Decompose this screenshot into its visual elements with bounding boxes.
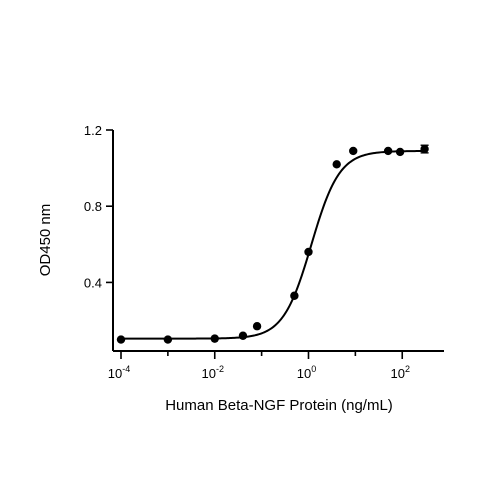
data-point [163, 335, 173, 344]
data-point [116, 335, 126, 344]
data-point [383, 146, 393, 156]
y-tick-label: 1.2 [84, 123, 102, 138]
x-tick-label: 10-4 [108, 364, 130, 381]
y-tick-label: 0.4 [84, 275, 102, 290]
fit-curve [121, 150, 425, 340]
data-point [252, 322, 262, 331]
data-point [290, 291, 299, 300]
data-points [116, 144, 429, 344]
x-axis-title: Human Beta-NGF Protein (ng/mL) [165, 397, 393, 414]
data-point [420, 144, 429, 154]
x-tick-label: 10-2 [202, 364, 224, 381]
data-point [349, 146, 358, 156]
y-tick-label: 0.8 [84, 199, 102, 214]
data-point [304, 247, 313, 257]
data-point [238, 331, 248, 340]
data-point [332, 160, 341, 169]
x-tick-label: 100 [297, 364, 316, 381]
y-axis-ticks: 0.4 0.8 1.2 [84, 123, 113, 290]
x-axis-ticks: 10-4 10-2 100 102 [108, 351, 410, 381]
x-tick-label: 102 [390, 364, 409, 381]
data-point [210, 334, 219, 343]
y-axis-title: OD450 nm [37, 204, 54, 277]
data-point [395, 147, 405, 157]
axes [112, 130, 444, 352]
